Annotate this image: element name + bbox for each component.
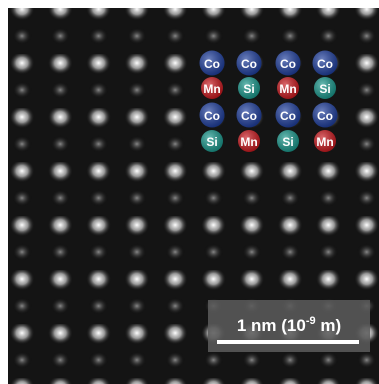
scale-text: 1 nm (10 [237, 316, 306, 335]
scale-bar: 1 nm (10-9 m) [208, 300, 370, 352]
scale-exponent: -9 [306, 315, 316, 327]
atom-label: Co [204, 109, 220, 123]
atom-label: Si [282, 135, 293, 149]
atom-label: Co [241, 109, 257, 123]
atom-label: Co [280, 109, 296, 123]
atom-label: Co [317, 109, 333, 123]
atom-label: Mn [316, 135, 333, 149]
atom-label: Mn [240, 135, 257, 149]
scale-line [217, 340, 359, 344]
atom-label: Co [204, 57, 220, 71]
atom-label: Si [206, 135, 217, 149]
micrograph: Co Co Co Co Mn Si Mn Si Co Co Co Co Si Mn Si Mn 1 nm (1… [0, 0, 379, 384]
atom-label: Co [317, 57, 333, 71]
scale-text: m) [316, 316, 342, 335]
atom-label: Co [280, 57, 296, 71]
atom-label: Mn [203, 82, 220, 96]
atom-label: Co [241, 57, 257, 71]
atom-label: Si [243, 82, 254, 96]
atom-label: Mn [279, 82, 296, 96]
scale-label: 1 nm (10-9 m) [237, 315, 341, 335]
atom-label: Si [319, 82, 330, 96]
